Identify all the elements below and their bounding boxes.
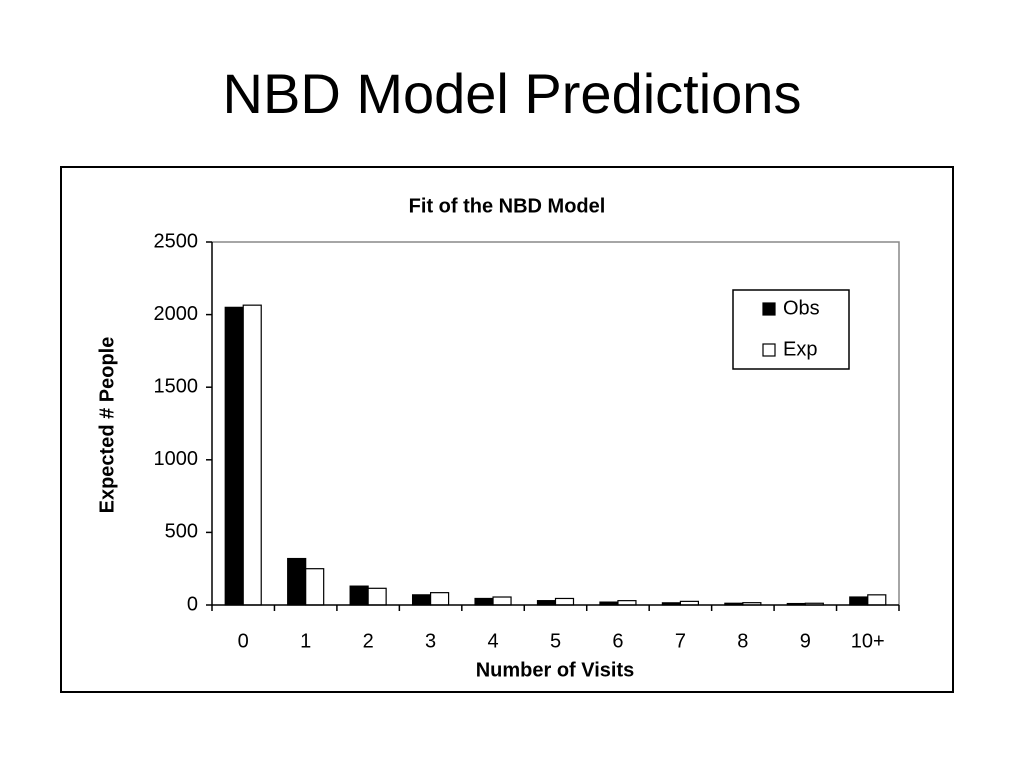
y-tick-label: 2000 bbox=[154, 303, 199, 325]
legend-swatch bbox=[762, 343, 776, 357]
bar bbox=[492, 596, 512, 606]
bar bbox=[411, 594, 432, 606]
x-tick-label: 3 bbox=[425, 630, 436, 652]
x-tick-label: 1 bbox=[300, 630, 311, 652]
bar bbox=[305, 568, 325, 606]
y-tick-label: 500 bbox=[165, 521, 198, 543]
x-tick-label: 6 bbox=[612, 630, 623, 652]
bar bbox=[367, 587, 387, 606]
x-tick-label: 10+ bbox=[851, 630, 885, 652]
bar bbox=[349, 585, 369, 606]
y-tick-label: 0 bbox=[187, 593, 198, 615]
x-tick-label: 0 bbox=[238, 630, 249, 652]
x-tick-label: 7 bbox=[675, 630, 686, 652]
y-tick-label: 1000 bbox=[154, 448, 199, 470]
x-tick-label: 5 bbox=[550, 630, 561, 652]
chart-title: Fit of the NBD Model bbox=[409, 195, 606, 217]
bar bbox=[287, 557, 307, 606]
bar bbox=[474, 597, 494, 606]
legend-swatch bbox=[762, 302, 776, 316]
y-axis-label: Expected # People bbox=[96, 337, 118, 514]
legend-label: Obs bbox=[783, 297, 820, 319]
x-tick-label: 8 bbox=[737, 630, 748, 652]
y-tick-label: 1500 bbox=[154, 375, 199, 397]
x-tick-label: 9 bbox=[800, 630, 811, 652]
x-tick-label: 4 bbox=[487, 630, 498, 652]
slide-title: NBD Model Predictions bbox=[223, 62, 802, 125]
bar bbox=[224, 306, 244, 606]
legend-box bbox=[732, 289, 850, 370]
legend-label: Exp bbox=[783, 338, 817, 360]
bar bbox=[242, 304, 262, 606]
bar bbox=[429, 592, 450, 606]
plot-border bbox=[212, 241, 900, 605]
x-tick-label: 2 bbox=[363, 630, 374, 652]
bar bbox=[849, 596, 869, 606]
x-axis-label: Number of Visits bbox=[476, 659, 635, 681]
y-tick-label: 2500 bbox=[154, 230, 199, 252]
bar bbox=[867, 594, 887, 606]
bar bbox=[554, 597, 575, 606]
